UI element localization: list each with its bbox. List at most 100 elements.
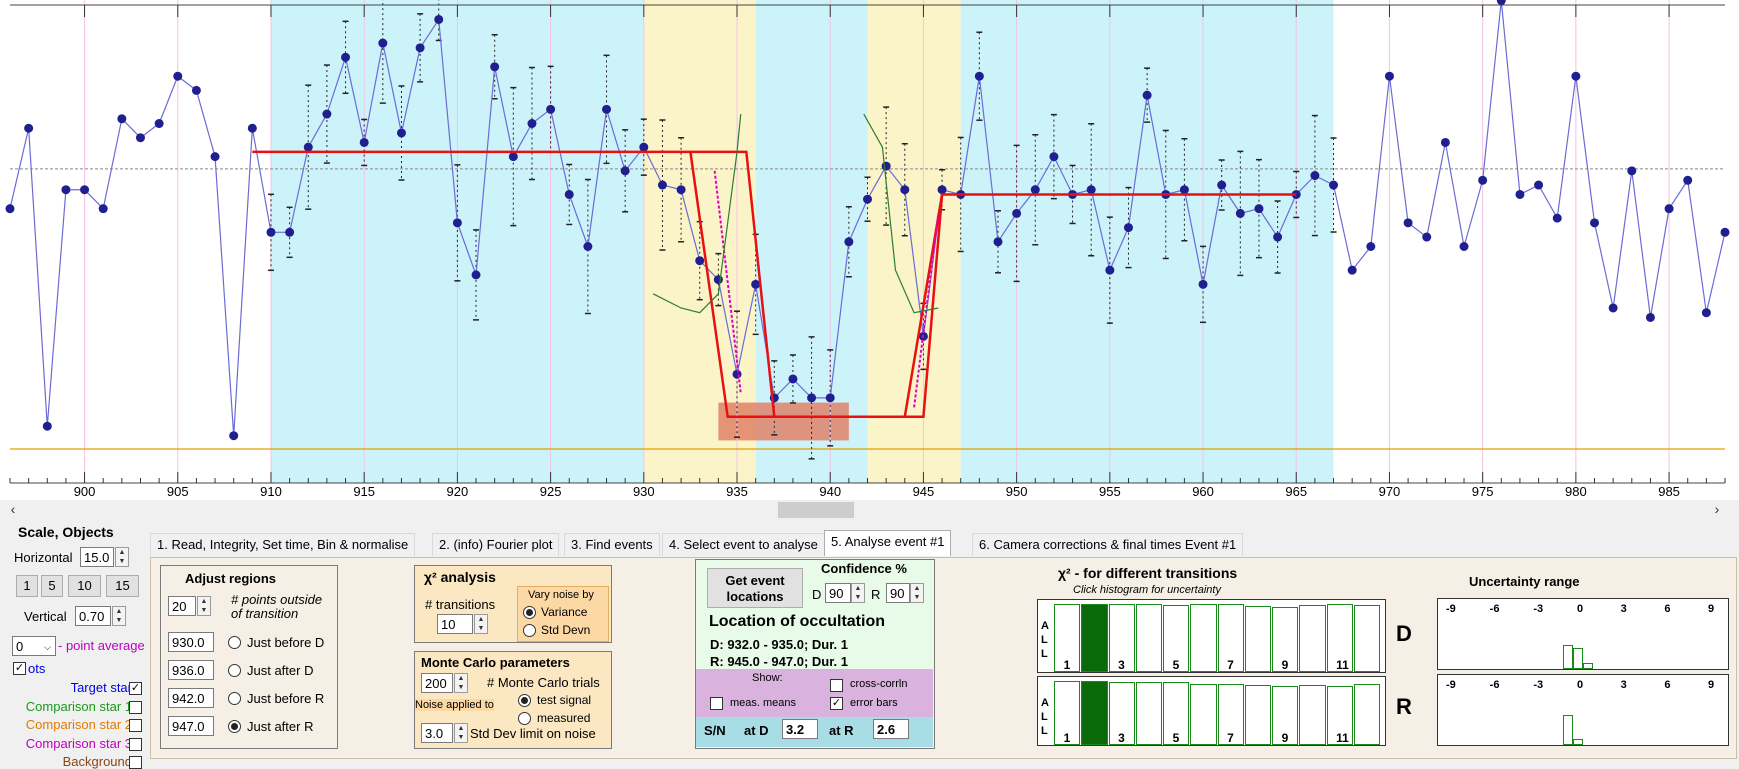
horizontal-spinner[interactable]: ▲ ▼ bbox=[115, 547, 129, 567]
uncertainty-d-plot[interactable]: -9 -6 -3 0 3 6 9 bbox=[1437, 598, 1729, 670]
region-radio[interactable] bbox=[228, 692, 241, 705]
data-point bbox=[359, 137, 369, 147]
histogram-bar[interactable] bbox=[1135, 682, 1162, 745]
region-radio[interactable] bbox=[228, 664, 241, 677]
confidence-r-spinner[interactable]: ▲ ▼ bbox=[910, 583, 924, 603]
histogram-bar[interactable] bbox=[1217, 604, 1244, 672]
noise-limit-spinner[interactable]: ▲ ▼ bbox=[454, 723, 468, 743]
measured-label: measured bbox=[537, 711, 591, 725]
histogram-bar[interactable] bbox=[1244, 684, 1271, 745]
plots-checkbox[interactable]: ✓ bbox=[13, 662, 26, 675]
histogram-label: 3 bbox=[1118, 731, 1125, 745]
tab-camera-corrections[interactable]: 6. Camera corrections & final times Even… bbox=[972, 533, 1244, 556]
stddev-radio[interactable] bbox=[523, 624, 536, 637]
region-band bbox=[867, 0, 961, 483]
tab-fourier[interactable]: 2. (info) Fourier plot bbox=[432, 533, 560, 556]
object-checkbox[interactable] bbox=[129, 700, 142, 714]
cross-corrln-checkbox[interactable] bbox=[830, 679, 843, 692]
meas-means-checkbox[interactable] bbox=[710, 697, 723, 710]
histogram-bar[interactable] bbox=[1081, 604, 1108, 672]
histogram-bar[interactable] bbox=[1054, 604, 1081, 672]
variance-radio[interactable] bbox=[523, 606, 536, 619]
histogram-bar[interactable] bbox=[1299, 605, 1326, 672]
histogram-label: 5 bbox=[1172, 658, 1180, 672]
error-bars-checkbox[interactable]: ✓ bbox=[830, 697, 843, 710]
tab-find-events[interactable]: 3. Find events bbox=[564, 533, 660, 556]
get-event-locations-button[interactable]: Get event locations bbox=[707, 568, 803, 608]
data-point bbox=[1179, 185, 1189, 195]
confidence-r-input[interactable]: 90 bbox=[886, 583, 910, 603]
data-point bbox=[676, 185, 686, 195]
zoom-10-button[interactable]: 10 bbox=[68, 575, 101, 597]
histogram-bar[interactable] bbox=[1054, 681, 1081, 745]
histogram-bar[interactable] bbox=[1353, 604, 1380, 672]
histogram-d[interactable]: A L L 1 3 5 7 9 11 bbox=[1037, 599, 1386, 673]
histogram-bar[interactable] bbox=[1353, 684, 1380, 745]
uncertainty-tick: 9 bbox=[1708, 603, 1715, 615]
tab-select-event[interactable]: 4. Select event to analyse bbox=[662, 533, 825, 556]
object-checkbox[interactable] bbox=[129, 737, 142, 751]
histogram-bar[interactable] bbox=[1135, 604, 1162, 672]
histogram-bar[interactable] bbox=[1299, 684, 1326, 745]
region-input[interactable]: 936.0 bbox=[168, 660, 214, 680]
histogram-bar[interactable] bbox=[1163, 682, 1190, 745]
tab-analyse-event[interactable]: 5. Analyse event #1 bbox=[824, 530, 952, 556]
object-checkbox[interactable] bbox=[129, 719, 142, 732]
measured-radio[interactable] bbox=[518, 712, 531, 725]
scroll-thumb[interactable] bbox=[778, 502, 854, 518]
histogram-bar[interactable] bbox=[1190, 683, 1217, 745]
vertical-spinner[interactable]: ▲ ▼ bbox=[112, 606, 126, 626]
light-curve-chart[interactable]: 900 905 910 915 920 925 930 935 940 945 950 955 960 9… bbox=[0, 0, 1739, 500]
confidence-d-spinner[interactable]: ▲ ▼ bbox=[851, 583, 865, 603]
histogram-bar[interactable] bbox=[1163, 605, 1190, 672]
histogram-bar[interactable] bbox=[1326, 686, 1353, 745]
data-point bbox=[1627, 166, 1637, 176]
region-radio[interactable] bbox=[228, 720, 241, 733]
object-checkbox[interactable] bbox=[129, 756, 142, 769]
points-outside-input[interactable]: 20 bbox=[168, 596, 196, 616]
region-input[interactable]: 947.0 bbox=[168, 716, 214, 736]
monte-trials-input[interactable]: 200 bbox=[421, 673, 453, 693]
zoom-5-button[interactable]: 5 bbox=[41, 575, 63, 597]
histogram-bar[interactable] bbox=[1081, 681, 1108, 745]
plot-scrollbar[interactable]: ‹ › bbox=[0, 500, 1739, 518]
histogram-r[interactable]: A L L 1 3 5 7 9 11 bbox=[1037, 676, 1386, 746]
test-signal-radio[interactable] bbox=[518, 694, 531, 707]
tab-read[interactable]: 1. Read, Integrity, Set time, Bin & norm… bbox=[150, 533, 416, 556]
histogram-bar[interactable] bbox=[1272, 686, 1299, 745]
histogram-bar[interactable] bbox=[1108, 604, 1135, 672]
histogram-bar[interactable] bbox=[1326, 604, 1353, 672]
object-checkbox[interactable]: ✓ bbox=[129, 682, 142, 695]
zoom-15-button[interactable]: 15 bbox=[106, 575, 139, 597]
data-point bbox=[1664, 204, 1674, 214]
vertical-scale-input[interactable]: 0.70 bbox=[75, 606, 111, 626]
histogram-bar[interactable] bbox=[1272, 606, 1299, 672]
data-point bbox=[807, 393, 817, 403]
histogram-bar[interactable] bbox=[1244, 606, 1271, 672]
data-point bbox=[154, 119, 164, 129]
points-outside-spinner[interactable]: ▲ ▼ bbox=[197, 596, 211, 616]
zoom-1-button[interactable]: 1 bbox=[16, 575, 38, 597]
uncertainty-r-plot[interactable]: -9 -6 -3 0 3 6 9 bbox=[1437, 674, 1729, 746]
data-point bbox=[5, 204, 15, 214]
data-point bbox=[266, 227, 276, 237]
region-input[interactable]: 930.0 bbox=[168, 632, 214, 652]
region-radio[interactable] bbox=[228, 636, 241, 649]
transitions-input[interactable]: 10 bbox=[437, 614, 473, 634]
data-point bbox=[378, 38, 388, 48]
histogram-bar[interactable] bbox=[1217, 683, 1244, 745]
region-input[interactable]: 942.0 bbox=[168, 688, 214, 708]
scroll-right-icon[interactable]: › bbox=[1714, 501, 1720, 517]
horizontal-scale-input[interactable]: 15.0 bbox=[80, 547, 114, 567]
monte-trials-spinner[interactable]: ▲ ▼ bbox=[454, 673, 468, 693]
point-average-select[interactable]: 0 ⌵ bbox=[12, 636, 56, 656]
noise-limit-input[interactable]: 3.0 bbox=[421, 723, 453, 743]
histogram-bar[interactable] bbox=[1108, 681, 1135, 745]
confidence-d-input[interactable]: 90 bbox=[825, 583, 851, 603]
data-point bbox=[825, 393, 835, 403]
histogram-bar[interactable] bbox=[1190, 604, 1217, 672]
data-point bbox=[210, 152, 220, 162]
scroll-left-icon[interactable]: ‹ bbox=[10, 501, 16, 517]
data-point bbox=[1608, 303, 1618, 313]
transitions-spinner[interactable]: ▲ ▼ bbox=[474, 614, 488, 634]
